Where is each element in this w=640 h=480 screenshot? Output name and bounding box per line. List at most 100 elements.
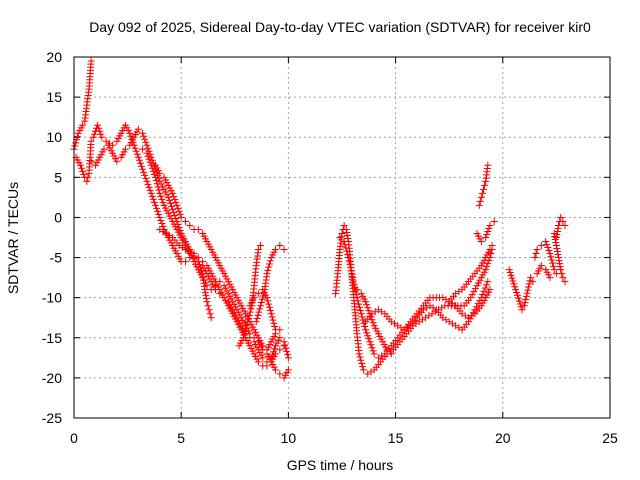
- data-point: [533, 246, 541, 254]
- data-point: [245, 315, 253, 323]
- data-point: [141, 171, 149, 179]
- y-tick-label: 0: [54, 209, 62, 225]
- data-point: [553, 230, 561, 238]
- data-point: [165, 196, 173, 204]
- data-point: [94, 121, 102, 129]
- data-point: [347, 264, 355, 272]
- data-point: [270, 319, 278, 327]
- data-point: [144, 144, 152, 152]
- data-point: [554, 224, 562, 232]
- data-point: [254, 246, 262, 254]
- series-arc-15: [473, 217, 498, 246]
- data-point: [352, 287, 360, 295]
- series-arc-18: [550, 229, 569, 286]
- data-point: [90, 130, 98, 138]
- data-point: [336, 234, 344, 241]
- data-point: [216, 290, 224, 298]
- data-point: [177, 213, 185, 221]
- data-point: [83, 177, 91, 185]
- data-point: [554, 251, 562, 259]
- data-point: [481, 181, 489, 189]
- data-point: [364, 332, 372, 340]
- data-point: [549, 262, 557, 270]
- data-point: [257, 242, 265, 250]
- data-point: [555, 221, 563, 229]
- series-arc-11: [362, 278, 492, 334]
- data-point: [483, 230, 491, 238]
- data-point: [263, 270, 271, 278]
- data-point: [276, 346, 284, 354]
- data-point: [342, 225, 350, 233]
- data-point: [158, 195, 166, 203]
- data-point: [508, 274, 516, 282]
- data-point: [342, 244, 350, 252]
- data-point: [139, 145, 147, 153]
- data-point: [276, 242, 284, 250]
- data-point: [97, 130, 105, 138]
- data-point: [252, 318, 260, 326]
- data-point: [552, 242, 560, 250]
- data-point: [467, 294, 475, 302]
- data-point: [561, 221, 569, 229]
- data-point: [475, 201, 483, 209]
- data-point: [143, 177, 151, 185]
- data-point: [155, 210, 163, 218]
- data-point: [257, 302, 265, 310]
- data-point: [172, 198, 180, 206]
- data-point: [348, 270, 356, 278]
- y-tick-label: -10: [42, 290, 62, 306]
- data-point: [514, 294, 522, 302]
- data-point: [158, 219, 166, 227]
- data-point: [383, 346, 391, 354]
- data-point: [483, 263, 491, 271]
- data-point: [283, 347, 291, 355]
- data-point: [263, 294, 271, 302]
- data-point: [220, 294, 228, 302]
- data-point: [132, 147, 140, 155]
- data-point: [356, 353, 364, 361]
- data-point: [148, 192, 156, 200]
- data-point: [480, 185, 488, 193]
- data-point: [271, 323, 279, 331]
- data-point: [476, 297, 484, 305]
- data-point: [127, 132, 135, 140]
- data-point: [520, 302, 528, 310]
- data-point: [266, 257, 274, 265]
- data-point: [340, 238, 348, 246]
- data-point: [561, 278, 569, 286]
- series-arc-13: [445, 242, 496, 306]
- data-point: [266, 260, 274, 268]
- data-point: [194, 258, 202, 266]
- data-point: [80, 170, 88, 178]
- data-point: [89, 133, 97, 141]
- data-point: [522, 292, 530, 300]
- data-point: [484, 278, 492, 286]
- data-point: [100, 145, 108, 153]
- data-point: [79, 121, 87, 129]
- data-point: [170, 208, 178, 216]
- data-point: [152, 177, 160, 185]
- data-point: [171, 195, 179, 203]
- data-point: [361, 323, 369, 331]
- data-point: [241, 327, 249, 335]
- data-point: [557, 266, 565, 274]
- data-point: [531, 254, 539, 262]
- x-tick-label: 25: [602, 430, 618, 446]
- data-point: [344, 235, 352, 243]
- data-point: [254, 358, 262, 366]
- data-point: [169, 189, 177, 197]
- data-point: [470, 288, 478, 296]
- data-point: [263, 358, 271, 366]
- data-point: [486, 221, 494, 229]
- data-point: [362, 298, 370, 306]
- data-point: [483, 281, 491, 289]
- data-point: [196, 264, 204, 272]
- data-point: [259, 342, 267, 350]
- data-point: [284, 351, 292, 359]
- data-point: [513, 289, 521, 297]
- data-point: [145, 155, 153, 163]
- data-point: [474, 300, 482, 308]
- data-point: [282, 344, 290, 352]
- data-point: [269, 348, 277, 356]
- y-axis-label: SDTVAR / TECUs: [5, 182, 21, 294]
